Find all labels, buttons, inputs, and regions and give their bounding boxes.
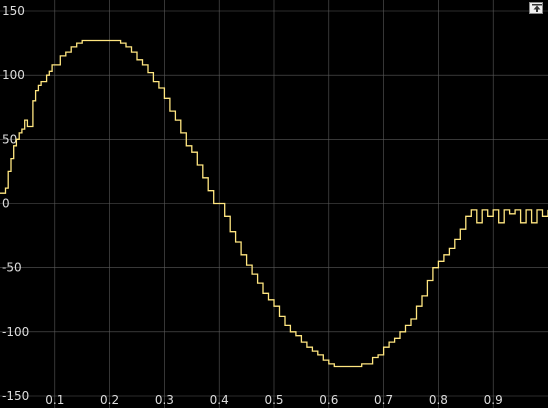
x-tick-label: 0.6 <box>319 393 338 407</box>
tick-labels: 0.1 0.2 0.3 0.4 0.5 0.6 0.7 0.8 0.9 150 100 50 0 -50 -… <box>2 4 503 407</box>
x-tick-label: 0.2 <box>100 393 119 407</box>
x-tick-label: 0.4 <box>210 393 229 407</box>
y-tick-label: 50 <box>2 132 17 146</box>
expand-arrow-icon <box>532 4 542 12</box>
y-tick-label: 150 <box>2 4 25 18</box>
x-tick-label: 0.7 <box>374 393 393 407</box>
x-tick-label: 0.9 <box>484 393 503 407</box>
signal-layer <box>0 39 548 368</box>
x-tick-label: 0.3 <box>155 393 174 407</box>
y-tick-label: -150 <box>2 389 29 403</box>
y-tick-label: 100 <box>2 68 25 82</box>
y-tick-label: 0 <box>2 197 10 211</box>
y-tick-label: -100 <box>2 325 29 339</box>
x-tick-label: 0.5 <box>264 393 283 407</box>
x-tick-label: 0.1 <box>45 393 64 407</box>
expand-button[interactable] <box>529 2 543 14</box>
x-tick-label: 0.8 <box>429 393 448 407</box>
signal-line <box>0 39 548 368</box>
y-tick-label: -50 <box>2 261 22 275</box>
